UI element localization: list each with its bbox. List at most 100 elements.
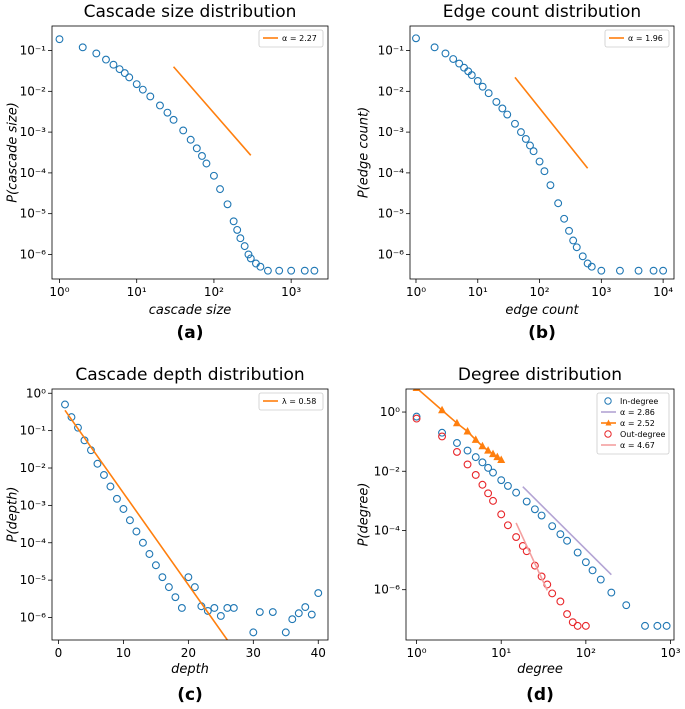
data-point <box>78 43 87 52</box>
x-tick-label: 10³ <box>660 646 680 660</box>
data-point <box>300 266 309 275</box>
y-axis-label: P(cascade size) <box>6 102 21 203</box>
legend-label: λ = 0.58 <box>282 397 316 406</box>
data-point <box>229 217 238 226</box>
y-tick-label: 10⁻⁶ <box>20 610 47 624</box>
data-point <box>503 110 512 119</box>
data-point <box>463 446 472 455</box>
data-point <box>198 152 206 160</box>
legend-entry: In-degree <box>604 397 658 406</box>
data-point <box>478 441 487 450</box>
data-point <box>478 458 487 467</box>
legend-entry: λ = 0.58 <box>263 397 316 406</box>
y-tick-label: 10⁻⁶ <box>20 247 47 261</box>
data-point <box>581 558 590 567</box>
panel-a: Cascade size distribution (a) cascade size… <box>6 2 329 343</box>
fit-line <box>172 66 252 156</box>
data-point <box>497 476 506 485</box>
data-point <box>607 588 616 597</box>
data-point <box>662 621 671 630</box>
x-axis: 10⁰ 10¹ 10² 10³ <box>407 640 681 660</box>
data-point <box>109 60 118 69</box>
data-point <box>578 252 587 261</box>
data-point <box>310 266 319 275</box>
chart-title: Cascade size distribution <box>84 2 297 22</box>
y-axis: 10⁻⁶ 10⁻⁵ 10⁻⁴ 10⁻³ 10⁻² 10⁻¹ 10⁰ <box>20 386 52 624</box>
legend-marker <box>604 430 612 438</box>
axes-frame <box>409 25 675 280</box>
y-axis-label: P(degree) <box>357 483 372 547</box>
data-point <box>112 494 121 503</box>
data-point <box>158 573 167 582</box>
data-point <box>489 496 497 505</box>
data-point <box>484 489 493 498</box>
panel-label: (a) <box>176 323 203 343</box>
legend-label: Out-degree <box>620 430 666 439</box>
x-tick-label: 20 <box>181 646 196 660</box>
legend-entry: α = 4.67 <box>601 441 655 450</box>
data-point <box>471 471 480 479</box>
data-point <box>463 427 472 435</box>
data-point <box>484 89 493 98</box>
data-point <box>190 583 199 592</box>
series-empirical <box>61 400 323 637</box>
series--2-86 <box>522 486 612 576</box>
y-tick-label: 10⁻¹ <box>20 44 47 58</box>
series-exponential-fit <box>64 409 228 640</box>
data-point <box>102 55 110 64</box>
data-point <box>223 200 232 209</box>
data-point <box>492 97 501 106</box>
legend-marker <box>604 397 612 405</box>
data-point <box>184 573 193 582</box>
series-out-degree <box>412 414 590 630</box>
data-point <box>563 610 572 619</box>
data-point <box>294 609 303 618</box>
data-point <box>452 418 461 427</box>
chart-title: Edge count distribution <box>443 2 641 22</box>
y-tick-label: 10⁻² <box>378 84 405 98</box>
series-power-law-fit <box>514 76 589 169</box>
data-point <box>489 449 498 458</box>
series-power-law-fit <box>172 66 252 156</box>
plot-area <box>61 400 323 640</box>
data-point <box>441 49 450 58</box>
data-point <box>203 606 212 615</box>
data-point <box>186 135 195 144</box>
x-tick-label: 10³ <box>281 285 301 299</box>
data-point <box>179 126 188 135</box>
panel-label: (d) <box>526 685 554 705</box>
data-point <box>438 428 447 437</box>
data-point <box>565 226 573 235</box>
data-point <box>529 147 538 156</box>
data-point <box>460 63 469 72</box>
y-tick-label: 10⁻⁴ <box>374 523 401 537</box>
data-point <box>132 527 141 536</box>
y-axis-label: P(depth) <box>6 487 21 543</box>
legend: α = 1.96 <box>604 29 670 48</box>
data-point <box>216 612 225 620</box>
y-tick-label: 10⁻⁴ <box>378 166 405 180</box>
plot-area <box>55 35 319 275</box>
data-point <box>209 171 218 180</box>
data-point <box>145 550 154 558</box>
data-point <box>438 405 447 414</box>
legend-box <box>604 29 670 48</box>
data-point <box>493 452 502 461</box>
y-tick-label: 10⁻² <box>20 461 47 475</box>
x-tick-label: 10² <box>576 646 596 660</box>
legend-entry: α = 1.96 <box>609 34 663 43</box>
data-point <box>556 597 565 606</box>
panel-label: (b) <box>528 323 556 343</box>
data-point <box>568 618 577 627</box>
data-point <box>530 505 539 514</box>
legend-entry: α = 2.27 <box>263 34 317 43</box>
data-point <box>93 459 102 468</box>
data-point <box>449 55 458 63</box>
data-point <box>463 460 472 469</box>
x-tick-label: 10¹ <box>491 646 511 660</box>
data-point <box>412 34 420 43</box>
data-point <box>478 82 487 91</box>
data-point <box>503 481 512 490</box>
data-point <box>119 505 128 513</box>
